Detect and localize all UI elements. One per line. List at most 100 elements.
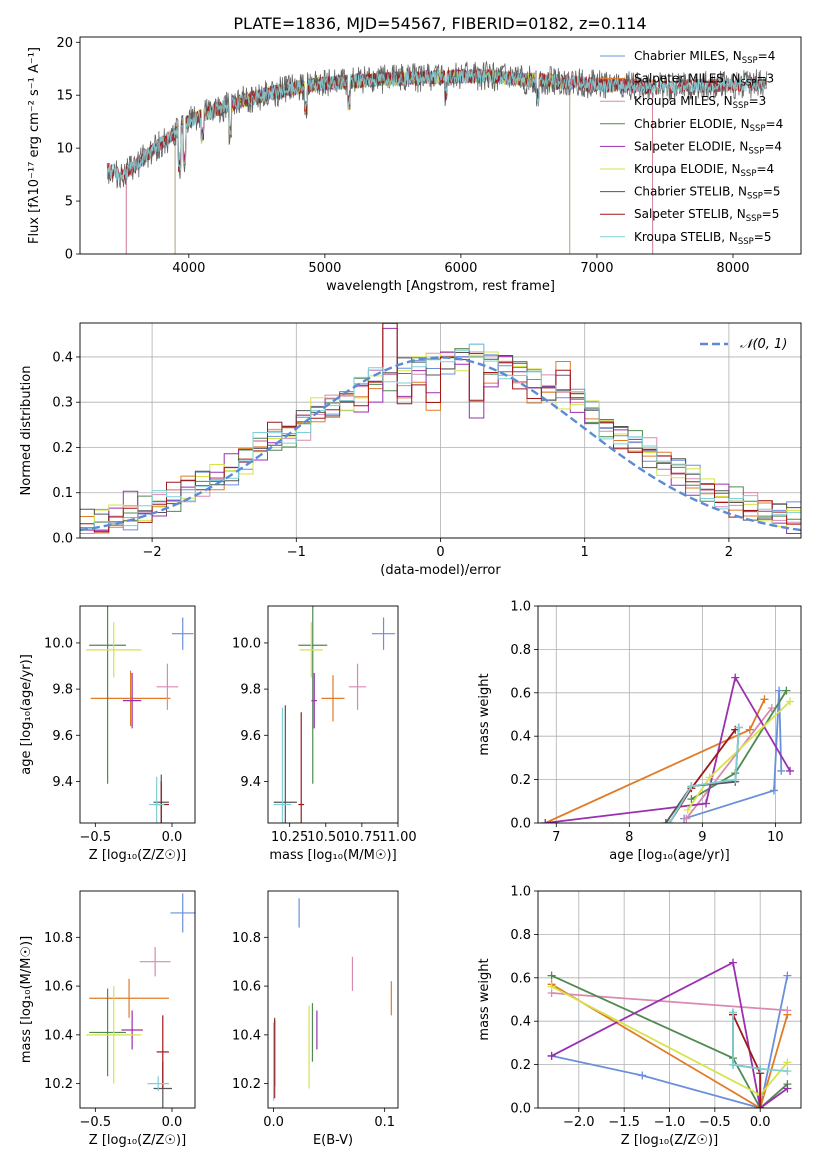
legend-label-main: Salpeter ELODIE, N — [634, 139, 748, 153]
y-tick-label: 10.8 — [232, 931, 261, 946]
y-tick-label: 10.6 — [232, 980, 261, 995]
weight-line-series-1 — [551, 983, 789, 1108]
weight-line-series-2 — [551, 992, 788, 1012]
plot-area — [86, 893, 195, 1108]
weight-marker-series-5 — [705, 773, 714, 782]
plot-area — [80, 323, 801, 534]
legend-label-sub: SSP — [746, 214, 762, 224]
weight-marker-series-4 — [728, 958, 737, 967]
x-axis-label: (data-model)/error — [380, 563, 501, 578]
plot-area — [273, 606, 396, 823]
y-tick-label: 10.0 — [232, 636, 261, 651]
weight-marker-series-2 — [783, 1006, 792, 1015]
weight-marker-series-3 — [782, 686, 791, 695]
weight-marker-series-0 — [638, 1071, 647, 1080]
weight-marker-series-0 — [769, 786, 778, 795]
histogram-series-8 — [80, 343, 801, 530]
weight-marker-series-4 — [702, 799, 711, 808]
y-axis-label: mass weight — [477, 673, 492, 755]
weight-line-series-4 — [551, 961, 788, 1108]
y-axis-label: age [log₁₀(age/yr)] — [19, 654, 34, 775]
y-tick-label: 0.8 — [510, 928, 531, 943]
legend-label-end: =5 — [754, 230, 772, 244]
weight-marker-series-8 — [756, 1064, 765, 1073]
legend-label-sub: SSP — [748, 146, 764, 156]
legend-label-0: Chabrier MILES, NSSP=4 — [634, 49, 775, 66]
weight-marker-series-8 — [734, 723, 743, 732]
legend-label-5: Kroupa ELODIE, NSSP=4 — [634, 162, 774, 179]
x-tick-label: −0.5 — [80, 1115, 112, 1130]
axes-frame — [79, 605, 196, 824]
spectrum-line-series-0 — [125, 68, 654, 254]
legend-label-7: Salpeter STELIB, NSSP=5 — [634, 207, 779, 224]
legend-label-end: =4 — [756, 162, 774, 176]
y-tick-label: 9.8 — [52, 683, 73, 698]
weight-marker-series-5 — [786, 697, 795, 706]
legend-label-sub: SSP — [741, 169, 757, 179]
histogram-series-7 — [80, 323, 801, 533]
y-axis-label: mass [log₁₀(M/M☉)] — [19, 936, 34, 1063]
mass_vs_Z-panel: −0.5 0.0 10.2 10.4 10.6 10.8 Z [log₁₀(Z/Z☉)] ma… — [19, 890, 196, 1148]
y-tick-label: 9.6 — [240, 729, 261, 744]
y-tick-label: 0.2 — [52, 441, 73, 456]
y-tick-label: 0.6 — [510, 686, 531, 701]
weight-marker-series-8 — [665, 819, 674, 823]
weight-marker-series-4 — [783, 1084, 792, 1093]
weight-marker-series-4 — [547, 1051, 556, 1060]
x-tick-label: 7000 — [580, 261, 613, 276]
weight-line-series-4 — [545, 675, 791, 823]
weight-marker-series-5 — [783, 1058, 792, 1067]
weight-marker-series-2 — [682, 814, 691, 823]
y-tick-label: 0.4 — [510, 1015, 531, 1030]
figure-title: PLATE=1836, MJD=54567, FIBERID=0182, z=0… — [233, 14, 646, 33]
legend-normal-label: 𝒩(0, 1) — [740, 337, 787, 352]
x-tick-label: −1.5 — [608, 1115, 640, 1130]
weight-marker-series-8 — [728, 1060, 737, 1069]
x-tick-label: −2 — [143, 545, 162, 560]
weight-marker-series-0 — [777, 766, 786, 775]
normal-curve — [80, 356, 801, 532]
weight-marker-series-8 — [783, 1067, 792, 1076]
y-tick-label: 0.4 — [52, 350, 73, 365]
legend-label-main: Kroupa ELODIE, N — [634, 162, 741, 176]
x-axis-label: age [log₁₀(age/yr)] — [609, 848, 730, 863]
spectrum-panel: 4000 5000 6000 7000 8000 0 5 10 15 20 wavelength [… — [27, 36, 802, 294]
legend-label-main: Chabrier MILES, N — [634, 49, 742, 63]
y-tick-label: 0.4 — [510, 730, 531, 745]
weight-marker-series-7 — [756, 1104, 765, 1108]
legend-label-main: Salpeter STELIB, N — [634, 207, 746, 221]
x-tick-label: 5000 — [308, 261, 341, 276]
x-tick-label: 0.1 — [374, 1115, 395, 1130]
legend-label-main: Chabrier ELODIE, N — [634, 117, 750, 131]
mass_weight_vs_age-panel: 7 8 9 10 0.0 0.2 0.4 0.6 0.8 1.0 age [log₁₀(age/yr… — [477, 600, 802, 863]
weight-line-series-8 — [668, 727, 740, 823]
y-tick-label: 0.2 — [510, 773, 531, 788]
y-tick-label: 9.6 — [52, 729, 73, 744]
y-tick-label: 10.4 — [232, 1028, 261, 1043]
axes-frame — [267, 890, 399, 1109]
legend-label-sub: SSP — [733, 101, 749, 111]
x-axis-label: wavelength [Angstrom, rest frame] — [326, 279, 555, 294]
legend-label-main: Kroupa MILES, N — [634, 94, 733, 108]
y-tick-label: 0.8 — [510, 643, 531, 658]
x-axis-label: E(B-V) — [313, 1133, 353, 1148]
legend-label-1: Salpeter MILES, NSSP=3 — [634, 72, 774, 89]
y-tick-label: 0 — [65, 248, 73, 263]
x-axis-label: mass [log₁₀(M/M☉)] — [269, 848, 396, 863]
plot-area — [541, 673, 795, 823]
spectrum-line-series-8 — [106, 68, 768, 182]
legend-label-sub: SSP — [747, 192, 763, 202]
x-tick-label: 8000 — [716, 261, 749, 276]
legend-label-2: Kroupa MILES, NSSP=3 — [634, 94, 766, 111]
legend-label-sub: SSP — [741, 79, 757, 89]
mass_weight_vs_Z-panel: −2.0 −1.5 −1.0 −0.5 0.0 0.0 0.2 0.4 0.6 0.8 1.0 Z [… — [477, 885, 802, 1148]
y-tick-label: 10 — [56, 142, 73, 157]
weight-marker-series-1 — [760, 695, 769, 704]
x-tick-label: 0.0 — [750, 1115, 771, 1130]
weight-marker-series-1 — [745, 725, 754, 734]
weight-line-series-3 — [551, 974, 788, 1108]
x-tick-label: 9 — [698, 830, 706, 845]
y-tick-label: 10.2 — [44, 1077, 73, 1092]
x-tick-label: 7 — [552, 830, 560, 845]
